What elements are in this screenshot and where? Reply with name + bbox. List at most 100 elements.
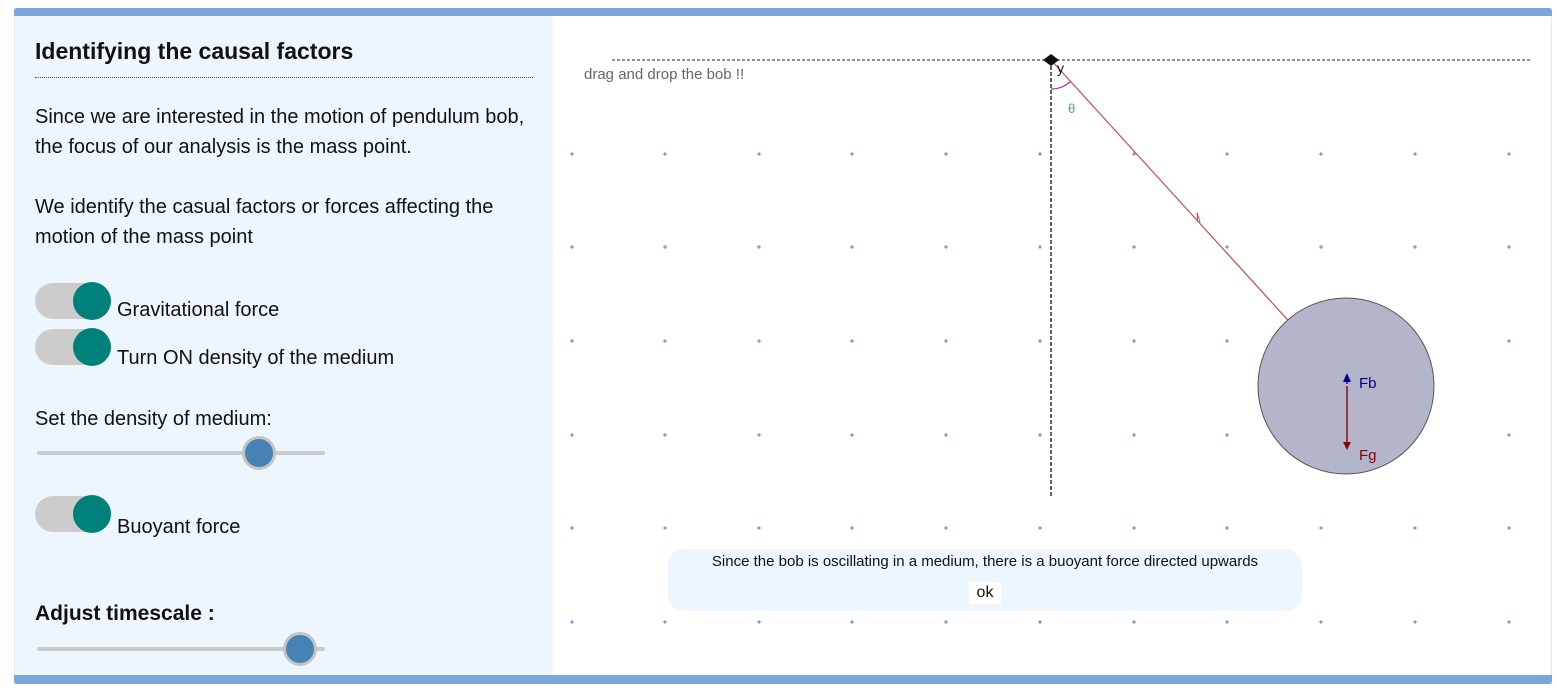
grid-dot — [1507, 245, 1511, 249]
grid-dot — [663, 152, 667, 156]
grid-dot — [850, 433, 854, 437]
pivot-point — [1043, 54, 1059, 66]
grid-dot — [570, 245, 574, 249]
grid-dot — [1132, 245, 1136, 249]
grid-dot — [1225, 339, 1229, 343]
grid-dot — [1413, 152, 1417, 156]
string-length-label: l — [1196, 210, 1199, 224]
grid-dot — [1413, 526, 1417, 530]
medium-density-label: Turn ON density of the medium — [117, 347, 395, 369]
grid-dot — [570, 526, 574, 530]
pendulum-simulation[interactable]: y θ l Fb Fg drag and drop the bob !! Sin… — [553, 16, 1551, 675]
grid-dot — [944, 152, 948, 156]
grid-dot — [757, 620, 761, 624]
gravitational-force-toggle-row: Gravitational force — [35, 282, 535, 323]
grid-dot — [570, 620, 574, 624]
panel-title: Identifying the causal factors — [35, 38, 354, 64]
buoyant-force-arrowhead — [1343, 373, 1351, 382]
drag-hint: drag and drop the bob !! — [584, 66, 745, 83]
angle-arc — [1050, 80, 1072, 90]
title-divider — [35, 77, 533, 78]
grid-dot — [850, 339, 854, 343]
density-slider-label: Set the density of medium: — [35, 408, 272, 430]
grid-dot — [944, 526, 948, 530]
grid-dot — [663, 620, 667, 624]
timescale-slider-label: Adjust timescale : — [35, 602, 215, 625]
grid-dot — [1038, 245, 1042, 249]
grid-dot — [757, 152, 761, 156]
buoyant-force-label: Buoyant force — [117, 516, 241, 538]
grid-dot — [1413, 245, 1417, 249]
control-panel: Identifying the causal factors Since we … — [15, 16, 553, 675]
grid-dot — [1319, 245, 1323, 249]
grid-dot — [663, 339, 667, 343]
grid-dot — [850, 152, 854, 156]
grid-dot — [944, 339, 948, 343]
grid-dot — [1413, 620, 1417, 624]
grid-dot — [1507, 526, 1511, 530]
buoyant-force-toggle[interactable] — [35, 495, 111, 533]
bottom-accent-bar — [14, 675, 1552, 684]
grid-dot — [663, 433, 667, 437]
grid-dot — [1319, 620, 1323, 624]
grid-dot — [1132, 526, 1136, 530]
gravitational-force-label: Gravitational force — [117, 299, 280, 321]
grid-dot — [757, 526, 761, 530]
grid-dot — [1132, 339, 1136, 343]
ok-button[interactable]: ok — [969, 582, 1001, 604]
grid-dot — [850, 245, 854, 249]
toggle-knob — [73, 328, 111, 366]
grid-dot — [1225, 620, 1229, 624]
grid-dot — [1038, 620, 1042, 624]
medium-density-toggle-row: Turn ON density of the medium — [35, 328, 535, 369]
y-axis-label: y — [1057, 60, 1064, 76]
buoyant-force-toggle-row: Buoyant force — [35, 495, 535, 538]
grid-dot — [1225, 152, 1229, 156]
timescale-slider-track[interactable] — [37, 647, 325, 651]
grid-dot — [570, 339, 574, 343]
timescale-slider-thumb[interactable] — [283, 632, 317, 666]
buoyant-force-label: Fb — [1359, 375, 1377, 392]
grid-dot — [570, 152, 574, 156]
string-tick-mark — [1196, 212, 1201, 223]
grid-dot — [1038, 339, 1042, 343]
gravity-force-label: Fg — [1359, 447, 1377, 464]
grid-dot — [1507, 433, 1511, 437]
grid-dot — [757, 245, 761, 249]
grid-dot — [1225, 245, 1229, 249]
medium-density-toggle[interactable] — [35, 328, 111, 366]
toggle-knob — [73, 495, 111, 533]
intro-paragraph: Since we are interested in the motion of… — [35, 106, 525, 158]
grid-dot — [850, 620, 854, 624]
grid-dot — [1132, 620, 1136, 624]
grid-dot — [1225, 433, 1229, 437]
grid-dot — [1038, 152, 1042, 156]
grid-dot — [1038, 526, 1042, 530]
grid-dot — [944, 433, 948, 437]
grid-dot — [1507, 152, 1511, 156]
info-message-text: Since the bob is oscillating in a medium… — [711, 553, 1259, 570]
grid-dot — [1038, 433, 1042, 437]
density-slider-thumb[interactable] — [242, 436, 276, 470]
gravity-force-arrowhead — [1343, 442, 1351, 450]
toggle-knob — [73, 282, 111, 320]
grid-dot — [1507, 339, 1511, 343]
top-accent-bar — [14, 8, 1552, 16]
grid-dot — [1132, 433, 1136, 437]
simulation-canvas[interactable]: y θ l Fb Fg — [553, 16, 1551, 675]
grid-dot — [1225, 526, 1229, 530]
grid-dot — [1132, 152, 1136, 156]
grid-dot — [944, 245, 948, 249]
density-slider-track[interactable] — [37, 451, 325, 455]
info-message-box: Since the bob is oscillating in a medium… — [668, 549, 1302, 611]
grid-dot — [757, 339, 761, 343]
grid-dot — [1319, 152, 1323, 156]
grid-dot — [663, 245, 667, 249]
grid-dot — [757, 433, 761, 437]
gravitational-force-toggle[interactable] — [35, 282, 111, 320]
pendulum-bob[interactable] — [1257, 297, 1435, 475]
angle-theta-label: θ — [1068, 101, 1075, 116]
grid-dot — [1319, 526, 1323, 530]
grid-dot — [850, 526, 854, 530]
grid-dot — [663, 526, 667, 530]
